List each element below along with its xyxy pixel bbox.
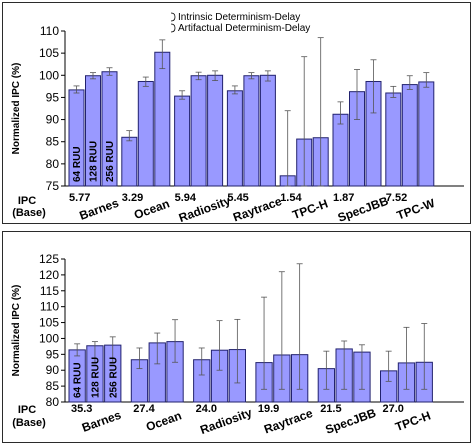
- bar: [332, 113, 349, 187]
- legend-intrinsic: Intrinsic Determinism-Delay: [178, 12, 300, 23]
- bar: [154, 51, 171, 187]
- ipc-label: IPC: [18, 195, 36, 207]
- bar: [385, 92, 402, 187]
- bar: [174, 95, 191, 187]
- base-ipc-value: 21.5: [320, 403, 341, 415]
- bar: [401, 84, 418, 187]
- y-tick-label: 85: [46, 379, 60, 393]
- base-ipc-value: 5.94: [175, 192, 197, 204]
- bar: [259, 74, 276, 187]
- base-ipc-value: 19.9: [258, 403, 279, 415]
- bottom-chart-panel: 80 85 90 95 100 105 110 115 120 125 Normalized IPC…: [2, 231, 471, 443]
- bar: [243, 75, 260, 187]
- y-axis-title: Normalized IPC (%): [11, 285, 22, 377]
- ipc-label: IPC: [18, 404, 36, 416]
- bar: [207, 74, 224, 187]
- bar: [137, 80, 154, 187]
- legend-brace-intrinsic: [170, 12, 176, 22]
- legend-brace-artifactual: [170, 23, 176, 33]
- base-label: (Base): [12, 207, 46, 219]
- y-tick-label: 125: [39, 252, 59, 266]
- base-ipc-value: 27.4: [133, 403, 155, 415]
- y-tick-label: 95: [46, 347, 60, 361]
- bar: [121, 136, 138, 187]
- base-ipc-value: 27.0: [383, 403, 404, 415]
- y-tick-label: 80: [46, 395, 60, 409]
- base-ipc-value: 1.54: [280, 192, 302, 204]
- bar-series-label: 64 RUU: [73, 362, 84, 398]
- base-ipc-value: 3.29: [122, 192, 143, 204]
- base-ipc-value: 7.52: [386, 192, 407, 204]
- legend-artifactual: Artifactual Determinism-Delay: [178, 23, 310, 34]
- top-chart-panel: 75 80 85 90 95 100 105 110 Normalized IPC (%) 64 …: [2, 2, 471, 225]
- bar-series-label: 256 RUU: [105, 141, 116, 182]
- y-tick-label: 105: [39, 316, 59, 330]
- y-tick-label: 75: [46, 179, 60, 193]
- base-ipc-value: 5.45: [227, 192, 248, 204]
- bar-series-label: 128 RUU: [90, 357, 101, 398]
- base-label: (Base): [12, 417, 46, 429]
- y-tick-label: 120: [39, 268, 59, 282]
- base-ipc-value: 24.0: [196, 403, 217, 415]
- y-tick-label: 110: [40, 24, 59, 38]
- bar-series-label: 128 RUU: [89, 141, 100, 182]
- y-tick-label: 80: [46, 157, 60, 171]
- y-tick-label: 90: [46, 363, 60, 377]
- y-tick-label: 100: [39, 68, 59, 82]
- bar: [226, 90, 243, 187]
- bar: [418, 81, 435, 187]
- bar: [190, 75, 207, 187]
- y-tick-label: 105: [39, 46, 59, 60]
- top-chart: 75 80 85 90 95 100 105 110 Normalized IPC (%) 64 …: [11, 12, 464, 225]
- y-tick-label: 110: [40, 300, 59, 314]
- base-ipc-value: 35.3: [71, 403, 92, 415]
- y-tick-label: 115: [40, 284, 59, 298]
- base-ipc-value: 5.77: [69, 192, 90, 204]
- y-tick-label: 95: [46, 90, 60, 104]
- bar-series-label: 64 RUU: [72, 146, 83, 182]
- bar-series-label: 256 RUU: [108, 357, 119, 398]
- y-tick-label: 90: [46, 113, 60, 127]
- y-axis-title: Normalized IPC (%): [11, 63, 22, 155]
- base-ipc-value: 1.87: [333, 192, 354, 204]
- y-tick-label: 100: [39, 331, 59, 345]
- y-tick-label: 85: [46, 135, 60, 149]
